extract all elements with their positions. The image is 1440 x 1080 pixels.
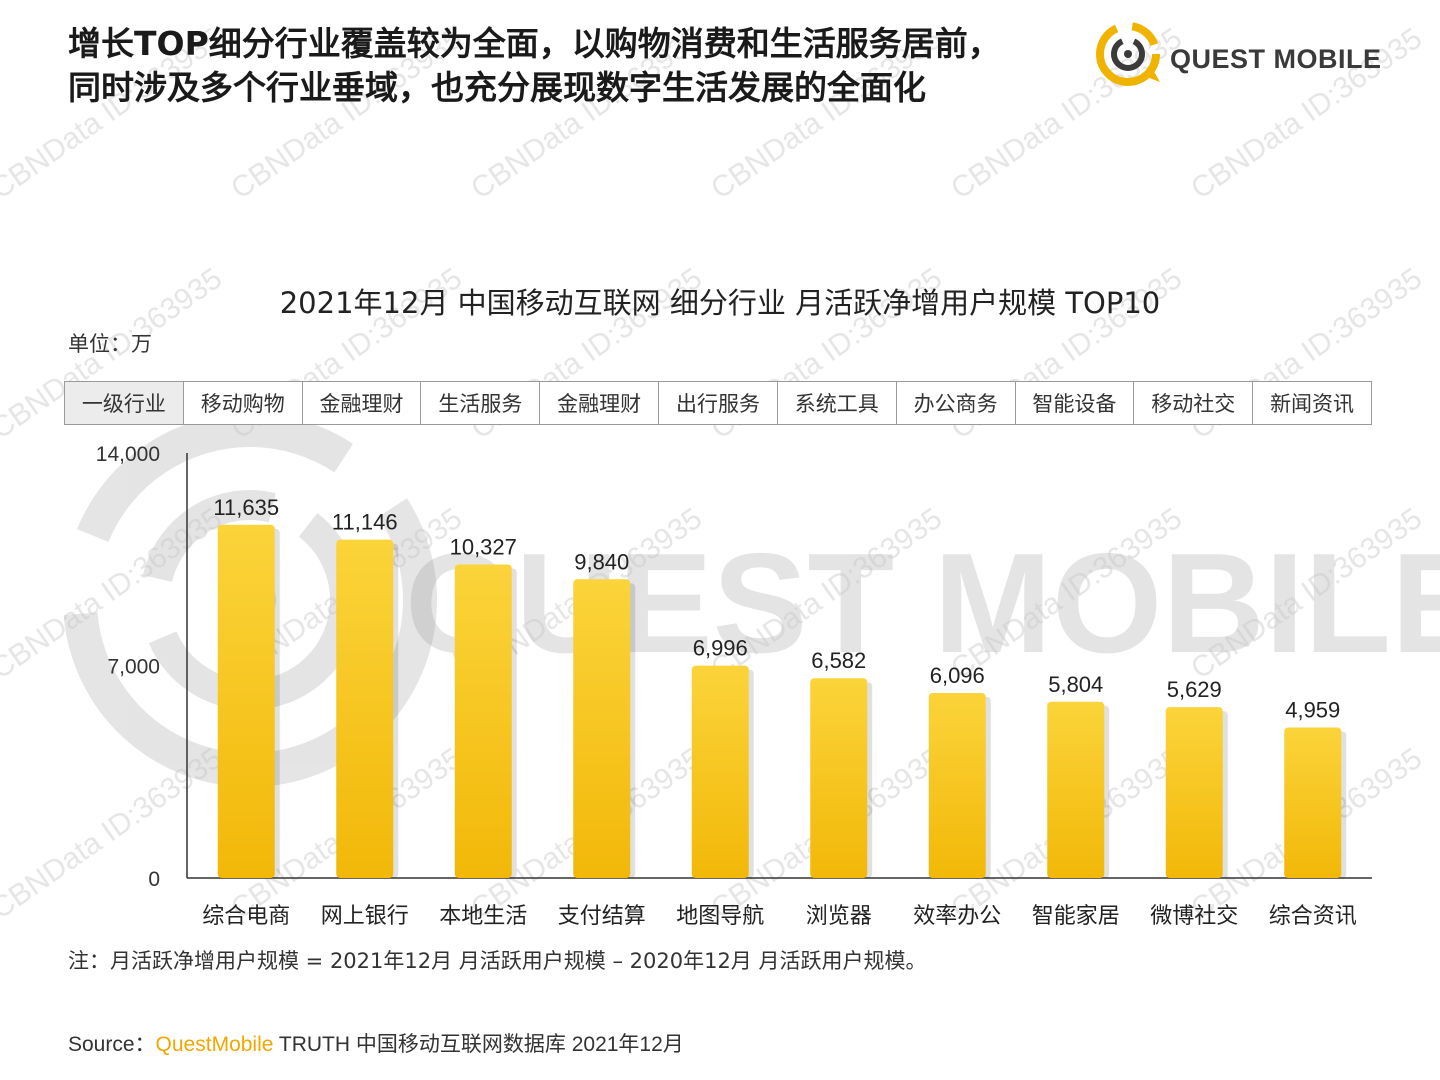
bar-value-label: 11,146 [332,510,398,535]
bar [1284,727,1342,878]
bar [691,665,749,878]
x-tick-label: 效率办公 [913,904,1001,929]
category-table: 一级行业 移动购物 金融理财 生活服务 金融理财 出行服务 系统工具 办公商务 … [64,381,1372,425]
y-tick-label: 0 [148,868,160,891]
bar [1165,707,1223,878]
source-prefix: Source： [68,1033,156,1056]
logo-text: QUEST MOBILE [1170,44,1382,74]
category-cell: 新闻资讯 [1252,381,1372,425]
bar [810,678,868,878]
footnote: 注：月活跃净增用户规模 = 2021年12月 月活跃用户规模 – 2020年12… [68,949,927,973]
bar-value-label: 10,327 [450,535,517,560]
x-tick-label: 微博社交 [1150,904,1238,929]
chart-title: 2021年12月 中国移动互联网 细分行业 月活跃净增用户规模 TOP10 [279,286,1161,320]
source-line: Source：QuestMobile TRUTH 中国移动互联网数据库 2021… [68,1028,684,1058]
headline-line-1: 增长TOP细分行业覆盖较为全面，以购物消费和生活服务居前， [68,24,1001,63]
bar-chart: 0 7,000 14,000 11,635 综合电商 11,146 网上银行 10,327 本地… [96,443,1372,929]
category-cell: 智能设备 [1014,381,1135,425]
bar [454,564,512,878]
x-tick-label: 浏览器 [806,904,872,929]
chart-labels: 0 7,000 14,000 11,635 综合电商 11,146 网上银行 10,327 本地… [96,443,1357,929]
bar [336,539,394,878]
bar [928,692,986,878]
category-row: 一级行业 移动购物 金融理财 生活服务 金融理财 出行服务 系统工具 办公商务 … [64,381,1372,425]
category-cell: 生活服务 [420,381,541,425]
category-cell: 移动购物 [182,381,303,425]
bar [573,579,631,878]
bar-value-label: 4,959 [1285,697,1340,722]
category-cell: 出行服务 [658,381,778,425]
x-tick-label: 综合资讯 [1269,904,1357,929]
category-row-header: 一级行业 [64,381,184,425]
unit-label: 单位：万 [68,332,152,356]
questmobile-logo: QUEST MOBILE [1092,18,1392,88]
source-brand: QuestMobile [155,1033,274,1056]
bar-value-label: 5,629 [1167,677,1222,702]
x-tick-label: 智能家居 [1032,904,1120,929]
bar-value-label: 6,582 [811,648,866,673]
bar [1047,701,1105,878]
bar-value-label: 6,996 [693,636,748,661]
headline-line-2: 同时涉及多个行业垂域，也充分展现数字生活发展的全面化 [68,68,926,107]
bar [217,524,275,878]
category-cell: 移动社交 [1133,381,1254,425]
bar-value-label: 9,840 [574,549,629,574]
x-tick-label: 本地生活 [439,904,527,929]
source-rest: TRUTH 中国移动互联网数据库 2021年12月 [273,1033,684,1056]
bar-value-label: 5,804 [1048,672,1103,697]
x-tick-label: 支付结算 [558,904,646,929]
x-tick-label: 网上银行 [321,904,409,929]
x-tick-label: 地图导航 [676,904,764,929]
page-headline: 增长TOP细分行业覆盖较为全面，以购物消费和生活服务居前， 同时涉及多个行业垂域… [68,22,1078,110]
bar-value-label: 6,096 [930,663,985,688]
chart-bars [217,524,1347,878]
x-tick-label: 综合电商 [202,904,290,929]
bar-value-label: 11,635 [213,495,279,520]
y-tick-label: 7,000 [107,656,160,679]
category-cell: 办公商务 [895,381,1016,425]
questmobile-logo-icon [1096,22,1160,86]
y-tick-label: 14,000 [96,443,160,466]
